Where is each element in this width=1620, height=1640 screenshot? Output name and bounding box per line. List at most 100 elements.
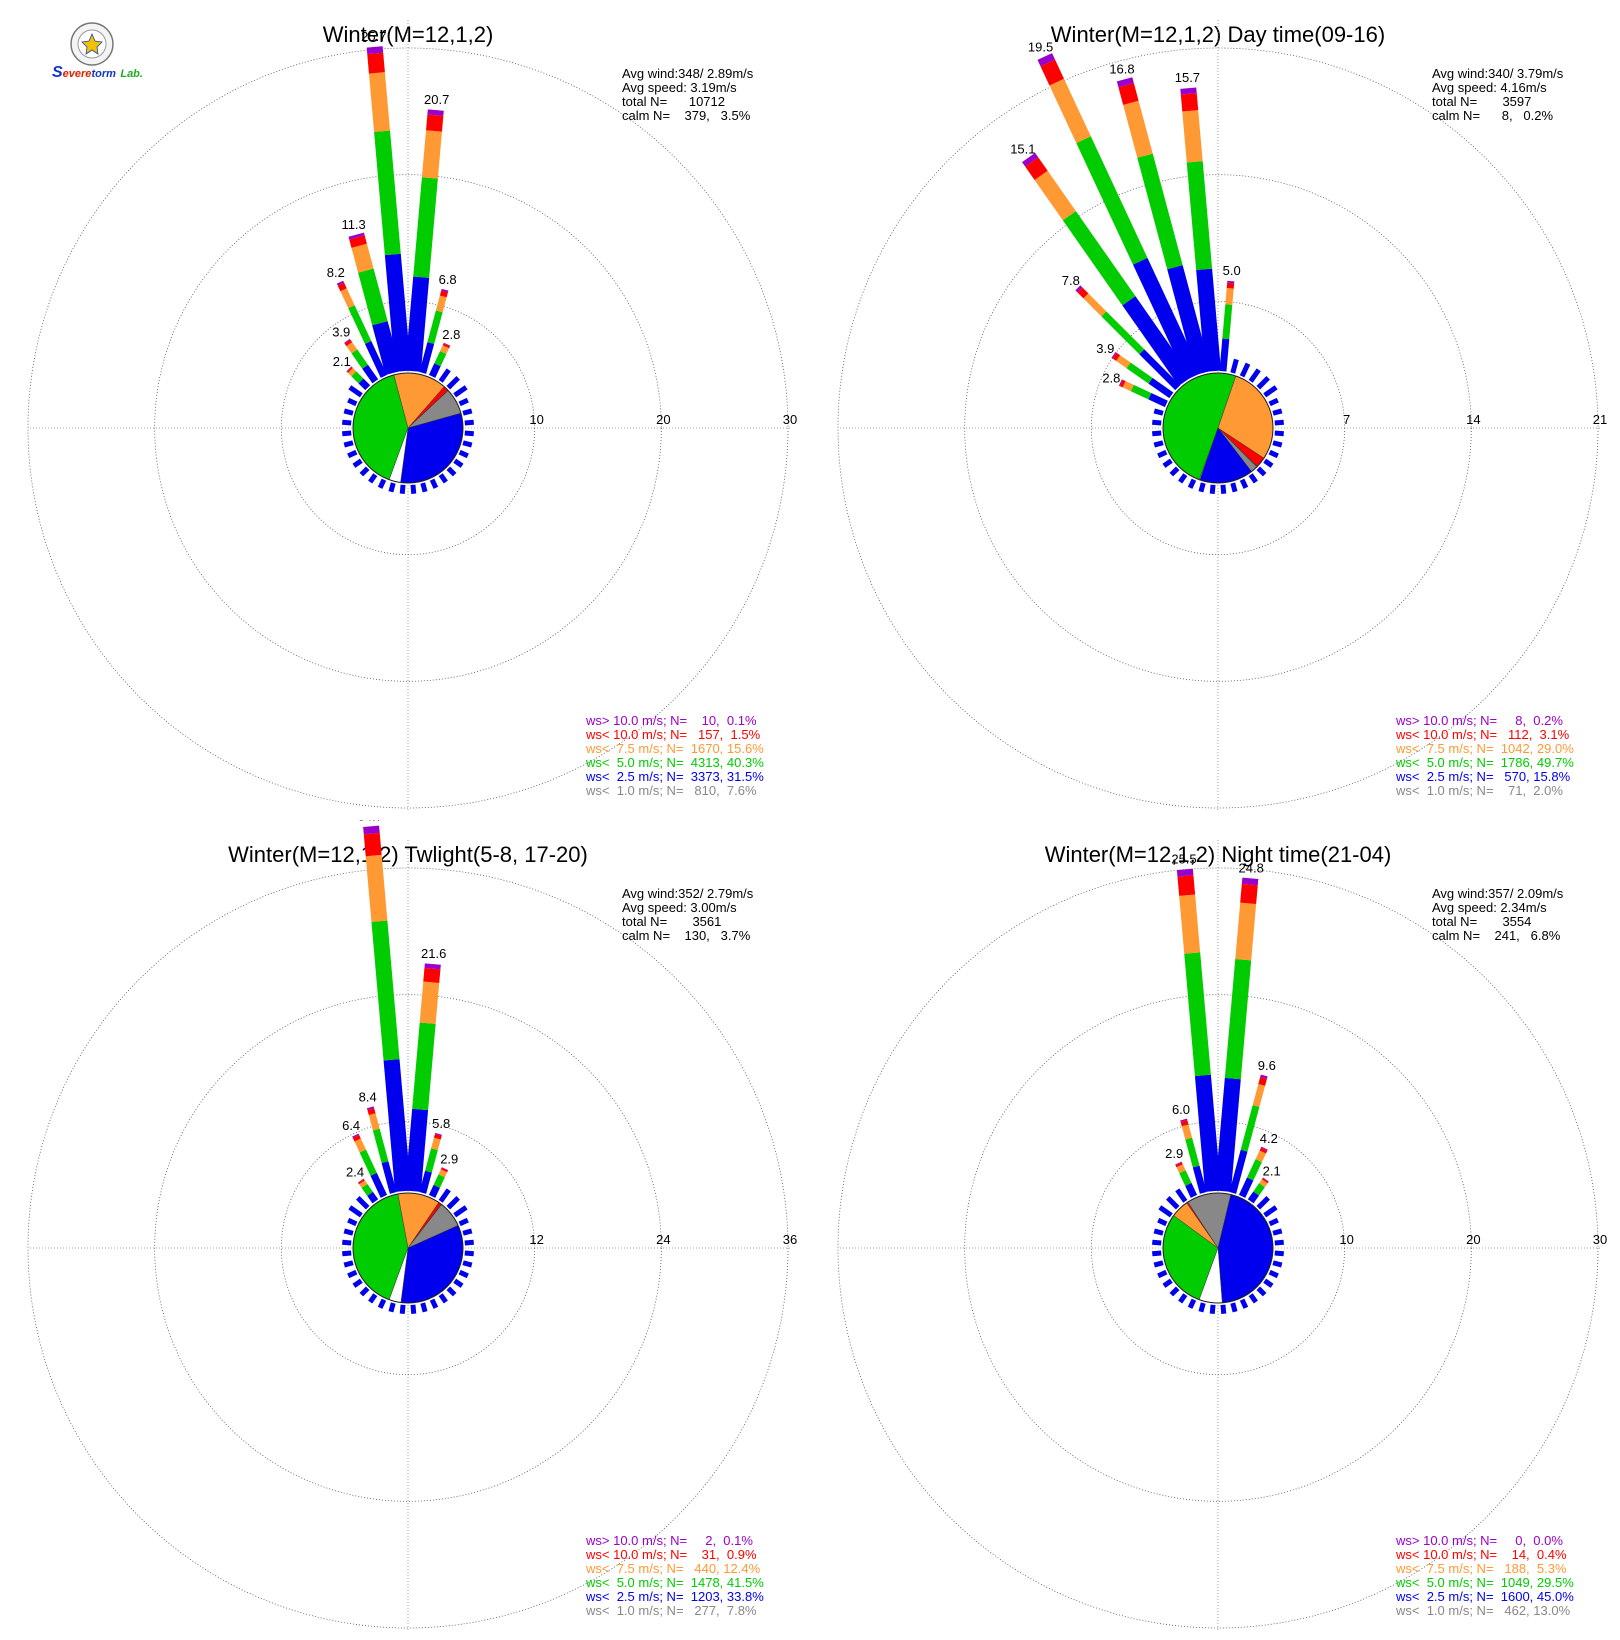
bar-segment-gt10 bbox=[348, 232, 365, 240]
bar-value-label: 2.1 bbox=[1263, 1163, 1281, 1178]
minor-direction-bar bbox=[1268, 1269, 1279, 1279]
ring-label: 7 bbox=[1343, 412, 1350, 427]
direction-bar-315: 7.8 bbox=[1062, 273, 1181, 391]
minor-direction-bar bbox=[464, 419, 474, 426]
bar-segment-lt2_5 bbox=[370, 1172, 388, 1198]
legend-entry-lt5: ws< 5.0 m/s; N= 1049, 29.5% bbox=[1395, 1575, 1574, 1590]
legend-entry-lt10: ws< 10.0 m/s; N= 112, 3.1% bbox=[1395, 727, 1570, 742]
bar-segment-lt10 bbox=[440, 1167, 448, 1173]
minor-direction-bar bbox=[1166, 1196, 1180, 1210]
bar-value-label: 7.8 bbox=[1062, 273, 1080, 288]
bar-segment-gt10 bbox=[336, 280, 345, 286]
minor-direction-bar bbox=[438, 368, 451, 383]
bar-segment-lt5 bbox=[434, 351, 447, 367]
bar-segment-lt5 bbox=[1247, 1159, 1262, 1181]
bar-value-label: 24.8 bbox=[1239, 860, 1264, 875]
bar-segment-lt5 bbox=[351, 349, 368, 369]
minor-direction-bar bbox=[462, 1228, 473, 1236]
minor-direction-bar bbox=[1198, 482, 1206, 493]
bar-segment-gt10 bbox=[363, 825, 380, 835]
legend-entry-lt7_5: ws< 7.5 m/s; N= 1670, 15.6% bbox=[585, 741, 764, 756]
legend-entry-lt1: ws< 1.0 m/s; N= 277, 7.8% bbox=[585, 1603, 757, 1618]
bar-value-label: 15.7 bbox=[1175, 70, 1200, 85]
bar-segment-lt2_5 bbox=[367, 1191, 379, 1204]
bar-segment-lt7_5 bbox=[346, 342, 358, 354]
bar-segment-lt10 bbox=[442, 343, 450, 349]
ring-1 bbox=[280, 300, 536, 556]
bar-segment-lt7_5 bbox=[1116, 355, 1131, 369]
bar-segment-lt7_5 bbox=[351, 243, 374, 273]
bar-segment-lt7_5 bbox=[421, 130, 442, 179]
minor-direction-bar bbox=[1209, 484, 1216, 494]
minor-direction-bar bbox=[1175, 1188, 1188, 1203]
minor-direction-bar bbox=[1239, 1298, 1249, 1309]
bar-segment-lt7_5 bbox=[340, 288, 355, 309]
speed-class-pie bbox=[1162, 372, 1274, 484]
minor-direction-bar bbox=[1152, 430, 1162, 437]
minor-direction-bar bbox=[1153, 408, 1164, 416]
minor-direction-bar bbox=[1157, 1217, 1168, 1227]
minor-direction-bar bbox=[388, 1302, 396, 1313]
minor-direction-bar bbox=[438, 1293, 448, 1304]
bar-segment-lt7_5 bbox=[1259, 1179, 1268, 1188]
bar-segment-lt5 bbox=[1101, 311, 1145, 355]
speed-class-pie bbox=[1162, 1192, 1274, 1304]
bar-segment-lt2_5 bbox=[1148, 377, 1174, 399]
direction-bar-345: 16.8 bbox=[1109, 62, 1211, 376]
minor-direction-bar bbox=[1220, 1304, 1227, 1314]
bar-value-label: 19.5 bbox=[1028, 39, 1053, 54]
minor-direction-bar bbox=[453, 1205, 468, 1218]
ring-3 bbox=[27, 867, 789, 1629]
bar-value-label: 25.5 bbox=[1171, 851, 1196, 866]
minor-direction-bar bbox=[1268, 1217, 1279, 1227]
direction-bar-355: 15.7 bbox=[1175, 70, 1222, 372]
minor-direction-bar bbox=[388, 482, 396, 493]
minor-direction-bar bbox=[1263, 1205, 1278, 1218]
legend-entry-gt10: ws> 10.0 m/s; N= 0, 0.0% bbox=[1395, 1533, 1563, 1548]
bar-segment-lt7_5 bbox=[1176, 1164, 1186, 1174]
minor-direction-bar bbox=[1169, 466, 1180, 477]
minor-direction-bar bbox=[342, 430, 352, 437]
bar-segment-lt5 bbox=[1130, 384, 1152, 400]
logo-lab: Lab. bbox=[120, 68, 143, 80]
bar-segment-lt7_5 bbox=[1123, 100, 1153, 158]
bar-value-label: 6.8 bbox=[439, 272, 457, 287]
minor-direction-bar bbox=[1153, 440, 1164, 448]
bar-segment-lt2_5 bbox=[428, 363, 441, 378]
bar-segment-lt10 bbox=[367, 52, 385, 74]
bar-segment-lt7_5 bbox=[1235, 902, 1257, 961]
minor-direction-bar bbox=[1187, 1298, 1197, 1309]
bar-segment-lt7_5 bbox=[1049, 78, 1091, 144]
stat-total: total N= 3597 bbox=[1432, 94, 1531, 109]
bar-segment-lt10 bbox=[1077, 287, 1089, 299]
ring-label: 10 bbox=[1339, 1232, 1353, 1247]
bar-segment-lt2_5 bbox=[1229, 1149, 1248, 1194]
bar-segment-lt7_5 bbox=[1181, 1124, 1193, 1140]
bar-segment-lt7_5 bbox=[368, 72, 391, 132]
minor-direction-bar bbox=[343, 408, 354, 416]
minor-direction-bar bbox=[1248, 1293, 1258, 1304]
bar-segment-lt10 bbox=[344, 339, 353, 347]
bar-segment-lt2_5 bbox=[1148, 393, 1168, 408]
minor-direction-bar bbox=[1248, 368, 1261, 383]
stat-avg-wind: Avg wind:352/ 2.79m/s bbox=[622, 886, 754, 901]
stat-avg-wind: Avg wind:348/ 2.89m/s bbox=[622, 66, 754, 81]
bar-segment-lt5 bbox=[1137, 153, 1183, 270]
minor-direction-bar bbox=[1162, 1278, 1173, 1288]
minor-direction-bar bbox=[377, 1298, 387, 1309]
minor-direction-bar bbox=[1187, 478, 1197, 489]
legend-entry-gt10: ws> 10.0 m/s; N= 8, 0.2% bbox=[1395, 713, 1563, 728]
direction-bar-355: 34.7 bbox=[358, 820, 412, 1192]
bar-segment-lt10 bbox=[433, 1134, 442, 1140]
bar-segment-lt5 bbox=[348, 305, 372, 344]
minor-direction-bar bbox=[343, 1228, 354, 1236]
legend-entry-lt10: ws< 10.0 m/s; N= 14, 0.4% bbox=[1395, 1547, 1567, 1562]
bar-value-label: 15.1 bbox=[1010, 141, 1035, 156]
minor-direction-bar bbox=[368, 1293, 378, 1304]
bar-segment-lt7_5 bbox=[365, 854, 388, 922]
ring-3 bbox=[837, 47, 1599, 809]
stat-avg-wind: Avg wind:340/ 3.79m/s bbox=[1432, 66, 1564, 81]
legend-entry-lt2_5: ws< 2.5 m/s; N= 3373, 31.5% bbox=[585, 769, 764, 784]
bar-segment-lt5 bbox=[1062, 211, 1136, 306]
